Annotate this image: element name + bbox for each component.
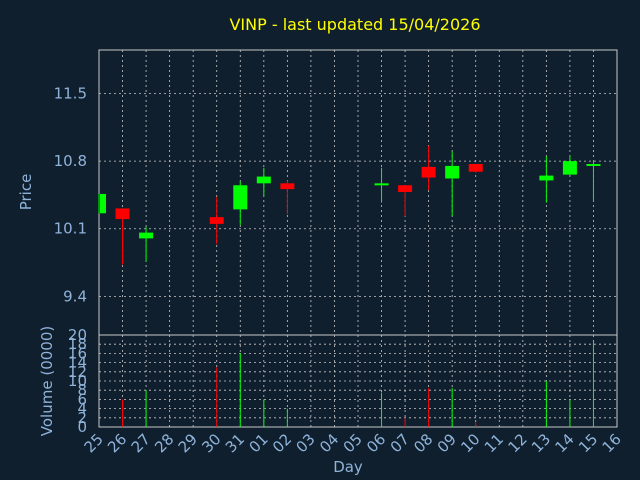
candle-body: [586, 164, 601, 166]
volume-tick-label: 20: [68, 326, 87, 344]
price-tick-label: 10.1: [54, 220, 87, 238]
candle-body: [445, 165, 460, 179]
volume-tick-label: 8: [77, 381, 87, 399]
price-axis-label: Price: [17, 174, 35, 211]
candle-body: [256, 176, 271, 184]
volume-tick-label: 6: [77, 390, 87, 408]
x-tick-label: 04: [316, 430, 342, 456]
volume-tick-label: 18: [68, 335, 87, 353]
candle-body: [562, 161, 577, 175]
x-tick-label: 13: [528, 430, 554, 456]
volume-axis-label: Volume (0000): [38, 326, 56, 436]
x-tick-label: 05: [340, 430, 366, 456]
price-plot-frame: [98, 49, 618, 336]
x-tick-label: 03: [293, 430, 319, 456]
x-tick-label: 06: [363, 430, 389, 456]
x-tick-label: 01: [245, 430, 271, 456]
volume-tick-label: 4: [77, 400, 87, 418]
x-tick-label: 12: [504, 430, 530, 456]
x-tick-label: 16: [599, 430, 625, 456]
price-tick-label: 10.8: [54, 152, 87, 170]
x-tick-label: 31: [222, 430, 248, 456]
x-tick-label: 14: [552, 430, 578, 456]
volume-tick-label: 10: [68, 372, 87, 390]
x-tick-label: 08: [410, 430, 436, 456]
x-axis-label: Day: [333, 458, 363, 476]
volume-tick-label: 12: [68, 363, 87, 381]
candle-body: [280, 183, 295, 190]
x-tick-label: 15: [575, 430, 601, 456]
volume-tick-label: 2: [77, 409, 87, 427]
chart-title: VINP - last updated 15/04/2026: [229, 15, 480, 34]
volume-tick-label: 14: [68, 354, 87, 372]
x-tick-label: 10: [457, 430, 483, 456]
volume-tick-label: 16: [68, 344, 87, 362]
x-tick-label: 29: [175, 430, 201, 456]
x-tick-label: 26: [104, 430, 130, 456]
x-tick-label: 28: [151, 430, 177, 456]
x-tick-label: 11: [481, 430, 507, 456]
x-tick-label: 27: [128, 430, 154, 456]
price-tick-label: 11.5: [54, 84, 87, 102]
candle-body: [374, 183, 389, 186]
candle-body: [539, 175, 554, 181]
x-tick-label: 30: [198, 430, 224, 456]
price-tick-label: 9.4: [63, 287, 87, 305]
x-tick-label: 09: [434, 430, 460, 456]
volume-tick-label: 0: [77, 418, 87, 436]
x-tick-label: 07: [387, 430, 413, 456]
x-axis-ticks: 2526272829303101020304050607080910111213…: [81, 430, 625, 456]
candle-body: [468, 164, 483, 172]
candle-body: [100, 193, 106, 214]
candle-body: [398, 185, 413, 193]
candle-body: [209, 217, 224, 224]
candle-body: [233, 185, 248, 210]
candle-body: [115, 208, 130, 220]
x-tick-label: 02: [269, 430, 295, 456]
candle-body: [421, 166, 436, 178]
candle-body: [139, 232, 154, 239]
price-panel: 9.4 10.1 10.8 11.5: [54, 49, 618, 336]
